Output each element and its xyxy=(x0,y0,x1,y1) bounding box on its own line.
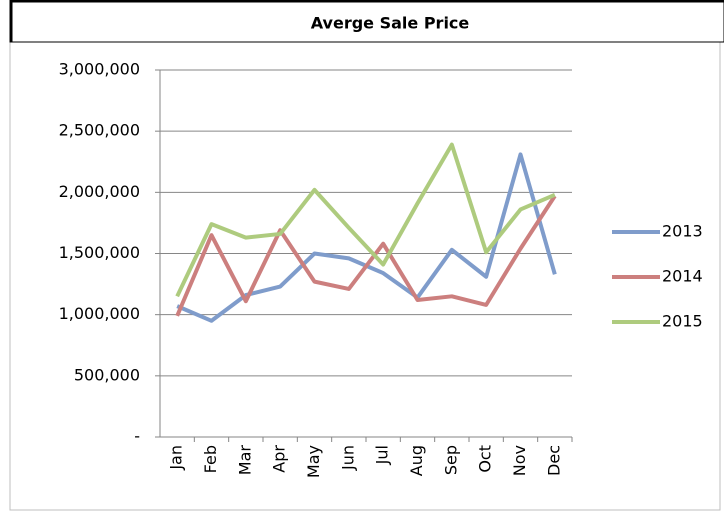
legend-label: 2013 xyxy=(662,222,703,241)
series-line xyxy=(175,194,557,317)
x-tick-label: Dec xyxy=(544,445,563,476)
y-tick-label: - xyxy=(134,427,140,446)
x-tick-label: Feb xyxy=(201,445,220,473)
y-tick-label: 3,000,000 xyxy=(59,60,140,79)
chart-frame xyxy=(9,41,721,511)
title-bar xyxy=(9,0,724,43)
x-tick-label: Apr xyxy=(270,445,289,473)
x-tick-label: Sep xyxy=(441,445,460,475)
legend-label: 2014 xyxy=(662,267,703,286)
x-tick-label: Jun xyxy=(338,445,357,471)
series-line xyxy=(175,142,556,298)
y-tick-label: 1,500,000 xyxy=(59,243,140,262)
legend-label: 2015 xyxy=(662,312,703,331)
y-tick-label: 2,000,000 xyxy=(59,182,140,201)
y-tick-label: 2,500,000 xyxy=(59,121,140,140)
x-tick-label: Jul xyxy=(373,445,392,465)
x-tick-label: Nov xyxy=(510,445,529,476)
x-tick-label: Jan xyxy=(167,445,186,471)
x-tick-label: May xyxy=(304,445,323,478)
x-tick-label: Mar xyxy=(235,445,254,476)
x-tick-label: Oct xyxy=(476,445,495,473)
chart-title: Averge Sale Price xyxy=(311,14,470,33)
x-tick-label: Aug xyxy=(407,445,426,476)
y-tick-label: 500,000 xyxy=(74,365,140,384)
y-tick-label: 1,000,000 xyxy=(59,304,140,323)
